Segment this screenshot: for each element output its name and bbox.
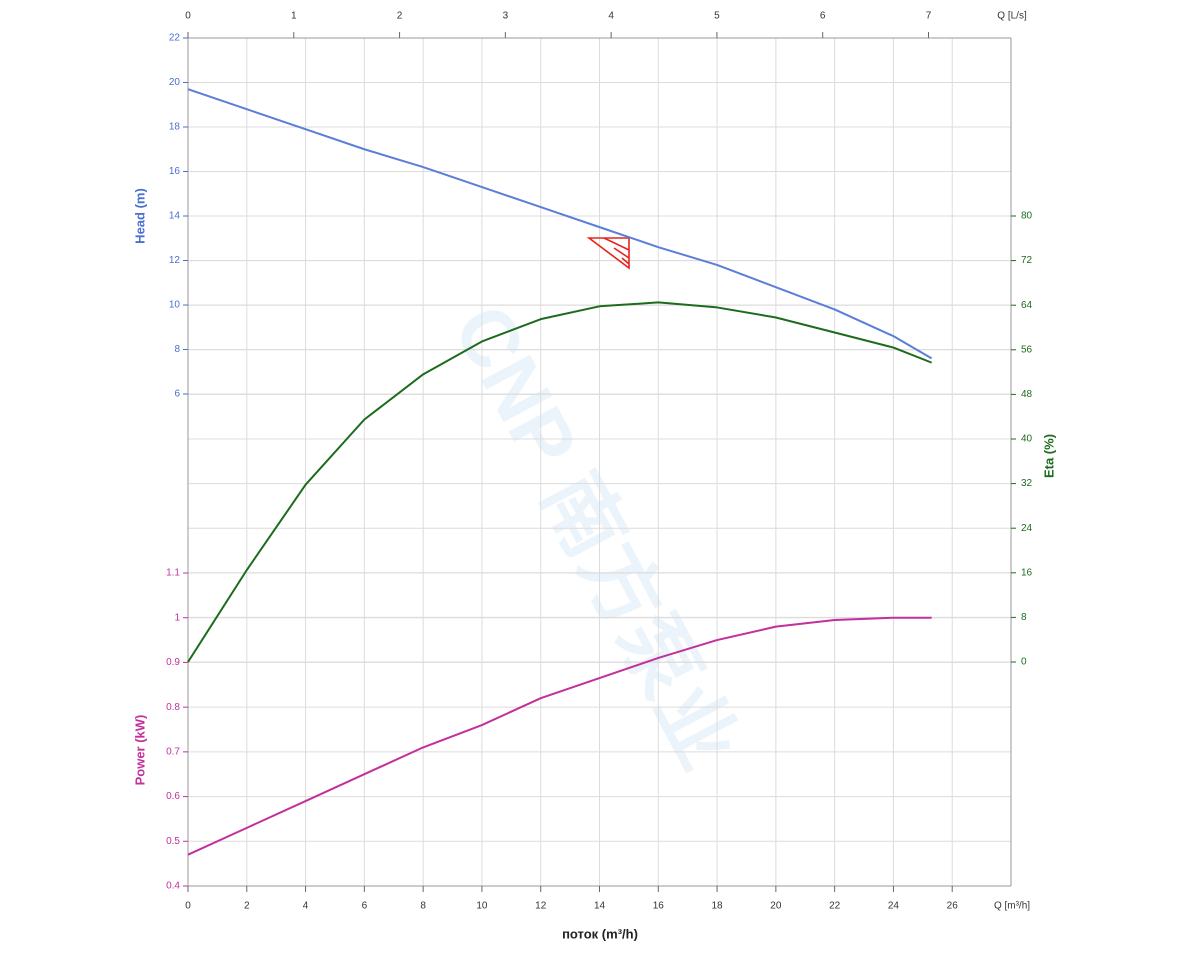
x2-tick-label: 1 xyxy=(291,11,297,22)
x-tick-label: 14 xyxy=(594,901,606,912)
y-tick-label: 1 xyxy=(174,612,180,623)
y-tick-label: 16 xyxy=(169,166,181,177)
curve xyxy=(187,616,932,856)
x-axis-title: поток (m³/h) xyxy=(562,926,638,941)
y-tick-label: 12 xyxy=(169,255,181,266)
x-tick-label: 18 xyxy=(712,901,724,912)
x-tick-label: 4 xyxy=(303,901,309,912)
x-tick-label: 0 xyxy=(185,901,191,912)
y-tick-label: 0.8 xyxy=(166,702,180,713)
x-tick-label: 20 xyxy=(770,901,782,912)
y-tick-label: 8 xyxy=(174,344,180,355)
x-tick-label: 24 xyxy=(888,901,900,912)
x2-tick-label: 0 xyxy=(185,11,191,22)
y-tick-label: 72 xyxy=(1021,255,1033,266)
power-axis-title: Power (kW) xyxy=(132,715,147,786)
x2-tick-label: 7 xyxy=(926,11,932,22)
y-tick-label: 64 xyxy=(1021,300,1033,311)
y-tick-label: 56 xyxy=(1021,344,1033,355)
y-tick-label: 0.9 xyxy=(166,657,180,668)
x2-tick-label: 3 xyxy=(503,11,509,22)
y-tick-label: 0.6 xyxy=(166,791,180,802)
y-tick-label: 14 xyxy=(169,211,181,222)
x-tick-label: 8 xyxy=(420,901,426,912)
y-tick-label: 24 xyxy=(1021,523,1033,534)
y-tick-label: 32 xyxy=(1021,478,1033,489)
y-tick-label: 20 xyxy=(169,77,181,88)
y-tick-label: 1.1 xyxy=(166,568,180,579)
x-tick-label: 10 xyxy=(476,901,488,912)
y-tick-label: 6 xyxy=(174,389,180,400)
y-tick-label: 16 xyxy=(1021,567,1033,578)
y-tick-label: 0.7 xyxy=(166,746,180,757)
x2-tick-label: 2 xyxy=(397,11,403,22)
y-tick-label: 80 xyxy=(1021,211,1033,222)
x2-tick-label: 4 xyxy=(608,11,614,22)
head-axis-title: Head (m) xyxy=(132,188,147,244)
x2-tick-label: 6 xyxy=(820,11,826,22)
curve xyxy=(187,88,933,360)
x-tick-label: 22 xyxy=(829,901,841,912)
top-axis-unit: Q [L/s] xyxy=(997,11,1027,22)
y-tick-label: 48 xyxy=(1021,389,1033,400)
duty-point-symbol xyxy=(586,237,630,270)
x-tick-label: 6 xyxy=(362,901,368,912)
y-tick-label: 18 xyxy=(169,122,181,133)
y-tick-label: 22 xyxy=(169,33,181,44)
y-tick-label: 40 xyxy=(1021,434,1033,445)
y-tick-label: 8 xyxy=(1021,612,1027,623)
y-tick-label: 0.5 xyxy=(166,836,180,847)
y-tick-label: 0.4 xyxy=(166,881,180,892)
x-tick-label: 16 xyxy=(653,901,665,912)
x-tick-label: 26 xyxy=(947,901,959,912)
x-tick-label: 2 xyxy=(244,901,250,912)
eta-axis-title: Eta (%) xyxy=(1041,434,1056,478)
y-tick-label: 0 xyxy=(1021,657,1027,668)
x2-tick-label: 5 xyxy=(714,11,720,22)
bottom-axis-unit: Q [m³/h] xyxy=(994,901,1030,912)
x-tick-label: 12 xyxy=(535,901,547,912)
y-tick-label: 10 xyxy=(169,300,181,311)
curve xyxy=(187,301,933,663)
